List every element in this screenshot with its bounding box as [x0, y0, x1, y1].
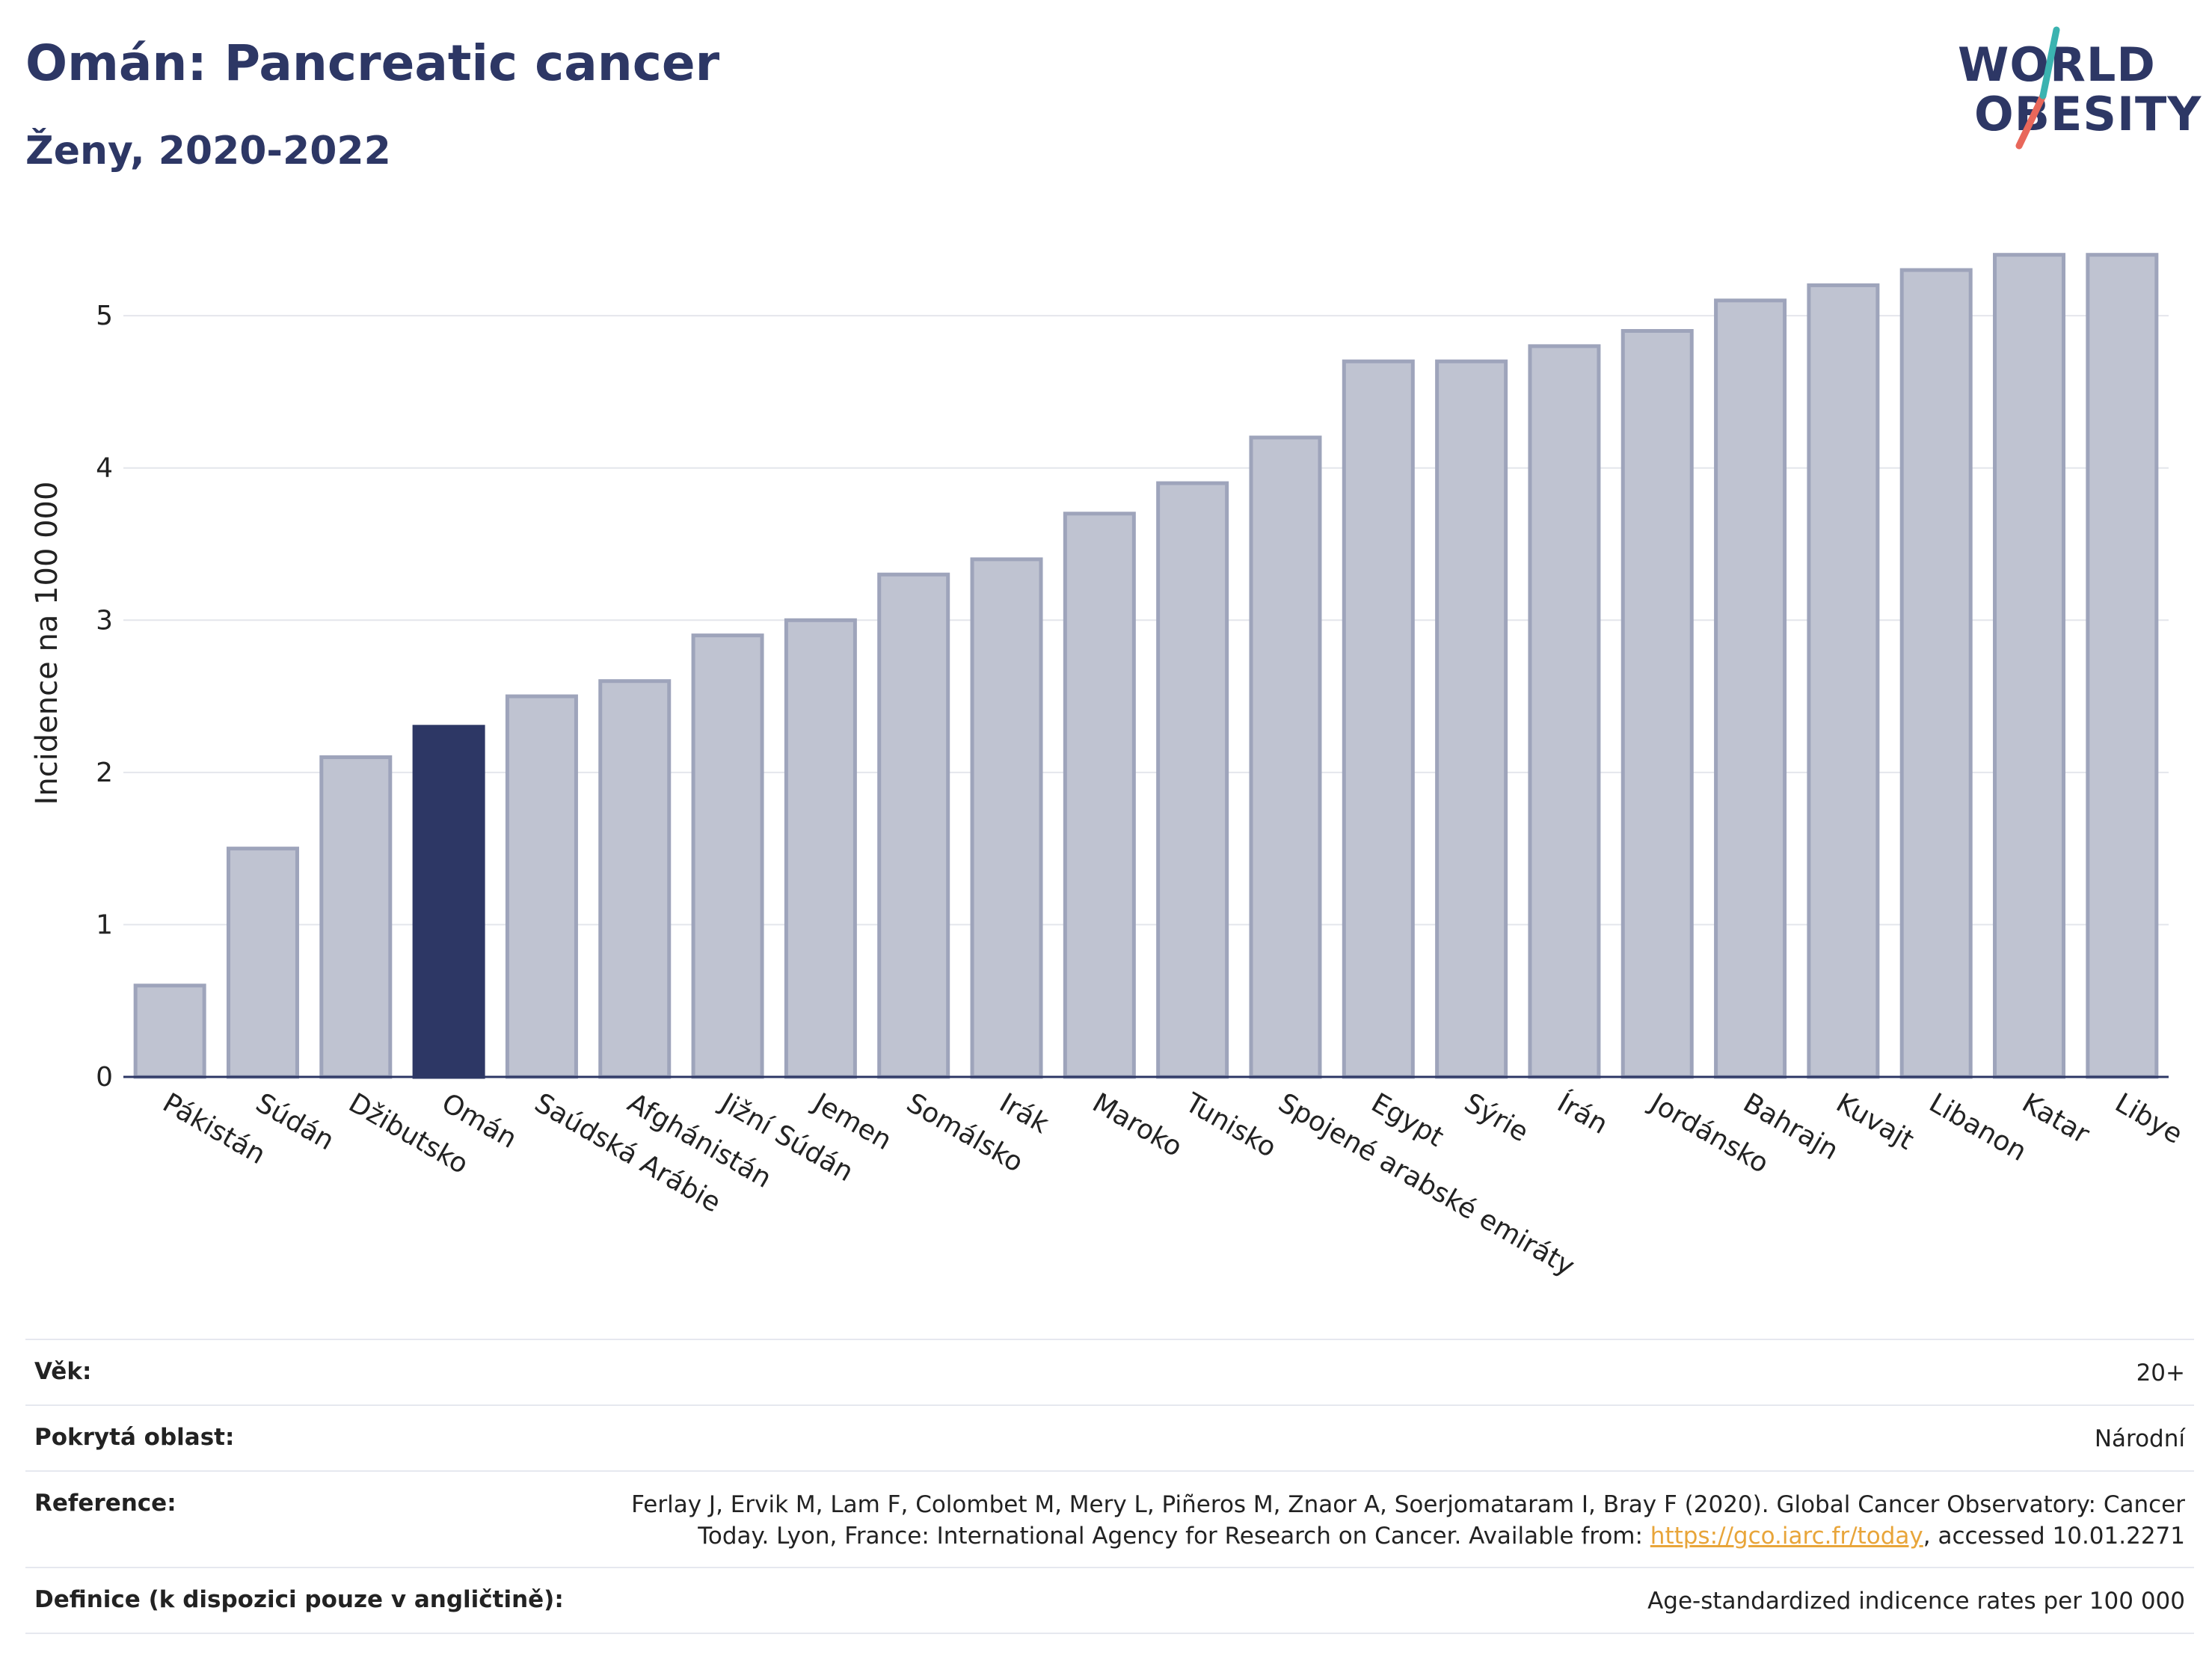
reference-value: Ferlay J, Ervik M, Lam F, Colombet M, Me… — [577, 1490, 2185, 1553]
bar-jižní-súdán — [691, 633, 764, 1079]
bar-jordánsko — [1620, 329, 1694, 1079]
bar-írán — [1528, 344, 1601, 1079]
bar-saúdská-arábie — [505, 694, 578, 1079]
bar-bahrajn — [1714, 298, 1787, 1079]
age-label: Věk: — [34, 1358, 92, 1385]
info-table: Věk: 20+ Pokrytá oblast: Národní Referen… — [25, 1339, 2194, 1635]
logo-line-2: OBESITY — [1974, 87, 2202, 141]
reference-accessed: , accessed 10.01.2271 — [1923, 1522, 2185, 1550]
reference-text: Ferlay J, Ervik M, Lam F, Colombet M, Me… — [631, 1490, 2185, 1550]
bars — [133, 253, 2159, 1079]
definition-label: Definice (k dispozici pouze v angličtině… — [34, 1586, 564, 1614]
bar-omán — [412, 725, 485, 1079]
y-tick-label: 5 — [96, 301, 113, 331]
bar-somálsko — [877, 572, 950, 1079]
x-tick-label: Kuvajt — [1831, 1087, 1919, 1156]
info-row-age: Věk: 20+ — [25, 1339, 2194, 1404]
bar-tunisko — [1156, 481, 1229, 1079]
bar-džibutsko — [319, 755, 393, 1079]
y-tick-label: 3 — [96, 605, 113, 636]
y-tick-label: 2 — [96, 758, 113, 788]
age-value: 20+ — [2136, 1360, 2185, 1387]
y-tick-label: 4 — [96, 453, 113, 484]
bar-katar — [1993, 253, 2066, 1079]
logo-slash-icon — [2015, 26, 2060, 150]
info-row-area: Pokrytá oblast: Národní — [25, 1404, 2194, 1470]
bar-kuvajt — [1807, 283, 1880, 1079]
info-row-definition: Definice (k dispozici pouze v angličtině… — [25, 1567, 2194, 1635]
y-axis-ticks: 0 1 2 3 4 5 — [96, 301, 113, 1093]
bar-irák — [970, 557, 1043, 1079]
page-subtitle: Ženy, 2020-2022 — [25, 129, 391, 174]
reference-label: Reference: — [34, 1489, 176, 1517]
x-tick-label: Libanon — [1924, 1087, 2032, 1167]
x-tick-label: Libye — [2110, 1087, 2187, 1150]
x-tick-label: Maroko — [1087, 1087, 1188, 1163]
area-value: Národní — [2094, 1425, 2185, 1452]
bar-sýrie — [1435, 359, 1508, 1079]
y-axis-label: Incidence na 100 000 — [30, 482, 64, 805]
area-label: Pokrytá oblast: — [34, 1423, 235, 1451]
y-tick-label: 0 — [96, 1062, 113, 1093]
bar-spojené-arabské-emiráty — [1249, 435, 1322, 1079]
x-tick-label: Irák — [995, 1087, 1054, 1140]
y-tick-label: 1 — [96, 909, 113, 940]
definition-value: Age-standardized indicence rates per 100… — [1647, 1588, 2185, 1615]
reference-link[interactable]: https://gco.iarc.fr/today — [1650, 1522, 1923, 1550]
x-tick-label: Sýrie — [1459, 1087, 1533, 1148]
x-tick-label: Pákistán — [158, 1087, 271, 1170]
bar-afghánistán — [598, 679, 672, 1079]
x-tick-label: Tunisko — [1179, 1087, 1281, 1164]
info-row-reference: Reference: Ferlay J, Ervik M, Lam F, Col… — [25, 1470, 2194, 1568]
bar-egypt — [1342, 359, 1415, 1079]
bar-súdán — [226, 847, 299, 1079]
bar-libye — [2086, 253, 2159, 1079]
world-obesity-logo: WORLD OBESITY — [1944, 22, 2202, 165]
bar-jemen — [784, 618, 857, 1079]
bar-pákistán — [133, 983, 206, 1079]
page-title: Omán: Pancreatic cancer — [25, 34, 720, 92]
x-tick-label: Írán — [1552, 1087, 1613, 1140]
bar-libanon — [1899, 268, 1973, 1079]
bar-maroko — [1063, 512, 1136, 1079]
